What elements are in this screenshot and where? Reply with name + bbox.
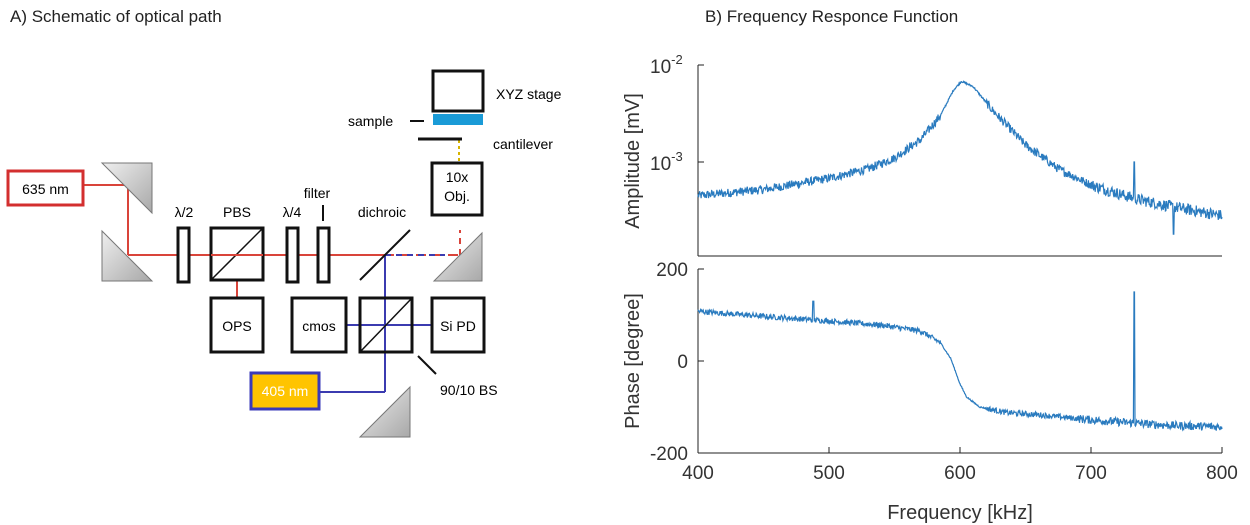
phase-ytick-200: 200 xyxy=(656,260,688,281)
x-tick-label: 500 xyxy=(813,463,845,484)
blue-laser-label: 405 nm xyxy=(262,383,309,399)
bs-pointer xyxy=(417,355,437,375)
ops-label: OPS xyxy=(222,318,252,334)
frequency-response-chart: 10-2 10-3 Amplitude [mV] 200 0 -200 Phas… xyxy=(622,52,1238,524)
cmos-label: cmos xyxy=(302,318,335,334)
mirror-top-left xyxy=(100,162,153,215)
si-pd-label: Si PD xyxy=(440,318,476,334)
objective-box xyxy=(430,161,484,217)
sample-block xyxy=(433,114,483,125)
bs-label: 90/10 BS xyxy=(440,382,498,398)
x-tick-label: 700 xyxy=(1075,463,1107,484)
x-tick-label: 800 xyxy=(1206,463,1238,484)
ops-box xyxy=(209,296,265,354)
filter-label: filter xyxy=(304,185,331,201)
xyz-stage-box xyxy=(431,69,485,113)
amplitude-series-line xyxy=(697,80,1223,235)
x-axis-label: Frequency [kHz] xyxy=(887,502,1033,524)
objective-label-2: Obj. xyxy=(444,188,470,204)
red-laser-box xyxy=(6,169,85,207)
si-pd-box xyxy=(430,296,486,354)
red-laser-label: 635 nm xyxy=(22,181,69,197)
objective-label-1: 10x xyxy=(446,169,469,185)
x-tick-label: 400 xyxy=(682,463,714,484)
amplitude-ylabel: Amplitude [mV] xyxy=(622,93,644,229)
phase-series-line xyxy=(697,291,1223,432)
optical-schematic: 635 nm λ/2 PBS λ/4 filter dichroic 10x O… xyxy=(6,69,562,438)
panel-b-title: B) Frequency Responce Function xyxy=(705,7,959,26)
bs-diagonal xyxy=(359,297,413,353)
amp-ytick-1: 10-2 xyxy=(650,52,683,78)
dichroic-label: dichroic xyxy=(358,204,406,220)
phase-ytick-0: 0 xyxy=(677,352,688,373)
mirror-blue xyxy=(358,385,411,438)
mirror-bottom-left xyxy=(101,229,154,282)
sample-label: sample xyxy=(348,113,393,129)
blue-laser-box xyxy=(249,371,321,411)
dichroic-mirror xyxy=(359,229,411,281)
mirror-objective xyxy=(432,231,483,282)
amp-ytick-2: 10-3 xyxy=(650,149,683,175)
x-tick-label: 600 xyxy=(944,463,976,484)
half-wave-label: λ/2 xyxy=(175,204,194,220)
quarter-wave-label: λ/4 xyxy=(283,204,302,220)
quarter-wave-plate xyxy=(285,226,300,284)
filter-element xyxy=(316,226,331,284)
x-axis-ticks: 400 500 600 700 800 xyxy=(682,447,1238,484)
cmos-box xyxy=(290,296,348,354)
phase-ytick-neg200: -200 xyxy=(650,444,688,465)
blue-beam-path xyxy=(320,254,445,393)
pbs-label: PBS xyxy=(223,204,251,220)
stage-label: XYZ stage xyxy=(496,86,562,102)
phase-ylabel: Phase [degree] xyxy=(622,293,644,429)
bs-cube xyxy=(358,296,414,354)
cantilever-label: cantilever xyxy=(493,136,553,152)
amplitude-axes xyxy=(697,64,1222,257)
half-wave-plate xyxy=(176,226,191,284)
panel-a-title: A) Schematic of optical path xyxy=(10,7,222,26)
